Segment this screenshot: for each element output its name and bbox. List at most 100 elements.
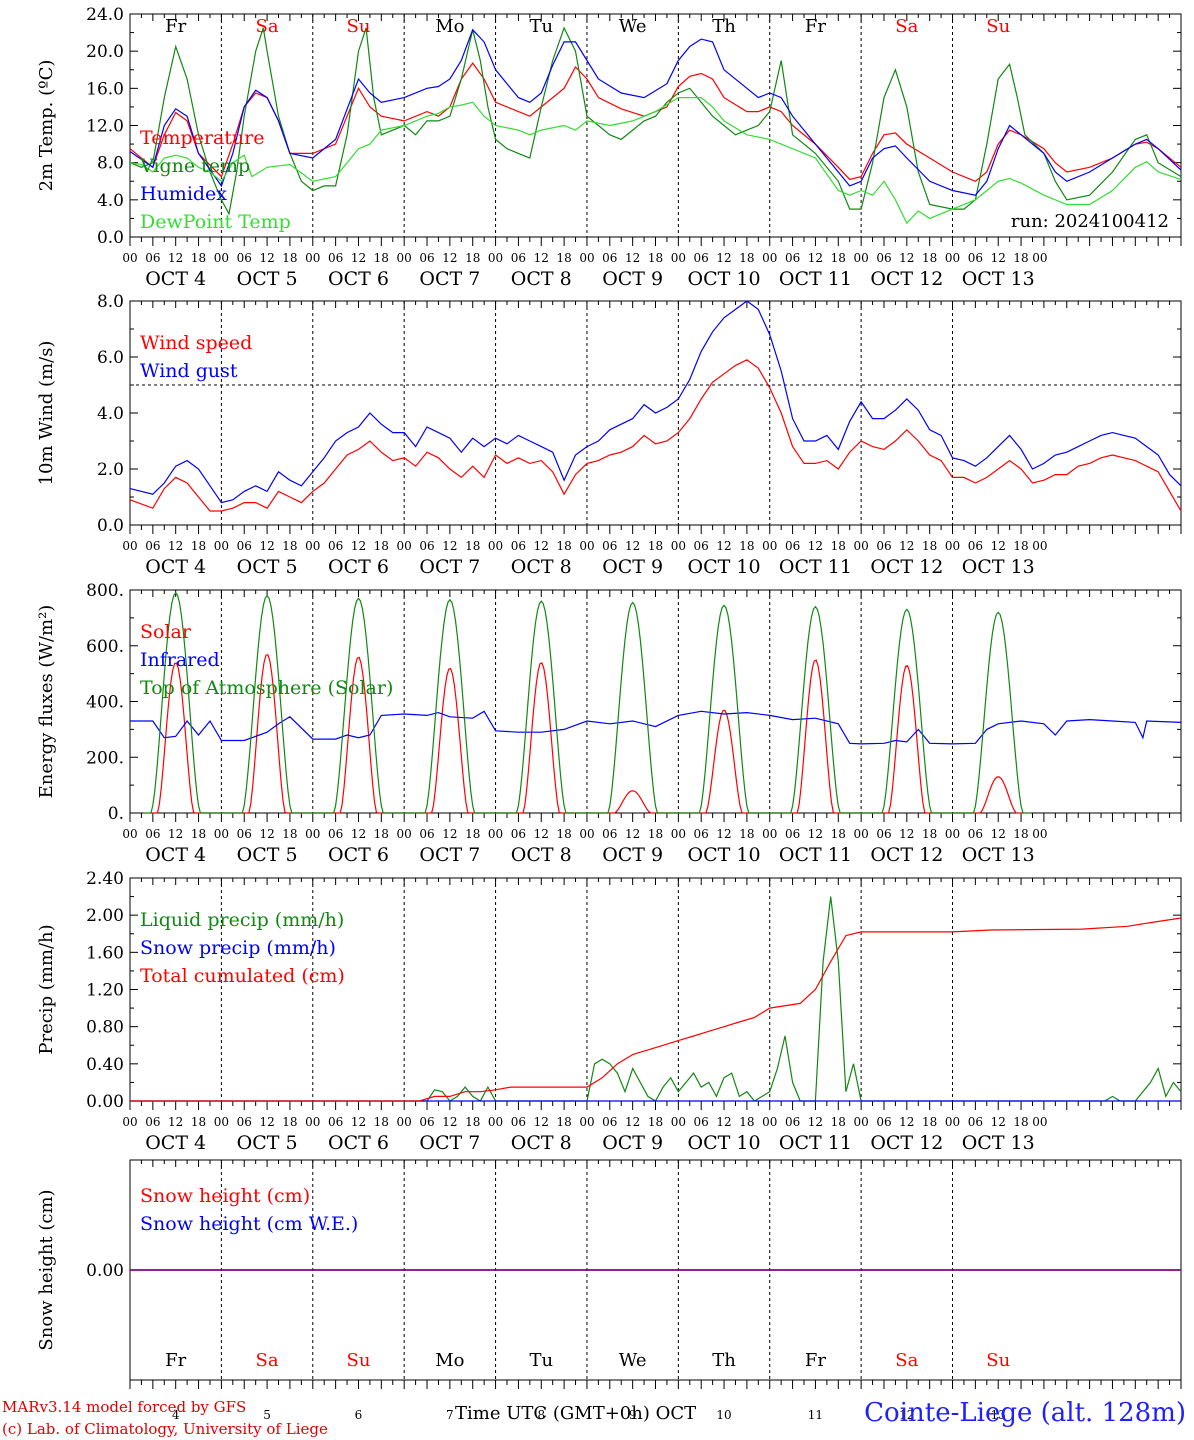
day-name-label: We [619,16,647,37]
y-tick-label: 200. [86,748,124,768]
hour-label: 06 [328,1115,343,1129]
hour-label: 06 [694,1115,709,1129]
legend-entry: Snow height (cm W.E.) [140,1213,358,1235]
hour-label: 00 [488,827,503,841]
date-label: OCT 5 [237,268,298,290]
hour-label: 00 [397,251,412,265]
date-label: OCT 4 [145,1132,206,1154]
hour-label: 12 [259,1115,274,1129]
hour-label: 06 [785,539,800,553]
date-label: OCT 5 [237,1132,298,1154]
hour-label: 06 [237,827,252,841]
series-line-wind-speed [129,359,1182,512]
hour-label: 18 [1013,827,1028,841]
hour-label: 00 [671,251,686,265]
date-label: OCT 9 [602,268,663,290]
hour-label: 12 [808,251,823,265]
legend-entry: Solar [140,621,192,643]
hour-label: 00 [305,539,320,553]
hour-label: 18 [922,251,937,265]
hour-label: 12 [351,539,366,553]
hour-label: 06 [145,251,160,265]
hour-label: 00 [945,827,960,841]
hour-label: 06 [968,539,983,553]
hour-label: 18 [922,1115,937,1129]
date-label: OCT 8 [511,556,572,578]
date-label: OCT 6 [328,844,389,866]
model-credit-text: MARv3.14 model forced by GFS [2,1398,247,1416]
y-tick-label: 0.00 [86,1092,124,1112]
day-name-label: Sa [895,1350,918,1371]
hour-label: 06 [511,1115,526,1129]
hour-label: 18 [739,251,754,265]
hour-label: 12 [899,827,914,841]
hour-label: 00 [945,1115,960,1129]
hour-label: 18 [465,827,480,841]
series-line-infrared [130,710,1182,745]
day-name-label: Fr [165,16,186,37]
hour-label: 06 [785,827,800,841]
hour-label: 00 [762,251,777,265]
hour-label: 18 [556,1115,571,1129]
hour-label: 12 [259,539,274,553]
hour-label: 12 [808,1115,823,1129]
hour-label: 00 [762,1115,777,1129]
date-label: OCT 4 [145,556,206,578]
panel-5 [129,1159,1182,1389]
hour-label: 06 [876,539,891,553]
hour-label: 00 [122,1115,137,1129]
hour-label: 18 [465,251,480,265]
y-axis-label: 2m Temp. (ºC) [36,60,57,192]
hour-label: 06 [602,1115,617,1129]
legend-entry: Snow height (cm) [140,1185,310,1207]
panel-3 [129,589,1182,822]
hour-label: 12 [168,1115,183,1129]
hour-label: 06 [237,251,252,265]
hour-label: 00 [671,1115,686,1129]
legend-entry: Wind speed [140,332,252,354]
hour-label: 12 [168,251,183,265]
y-axis-label: Snow height (cm) [36,1189,57,1350]
day-number-label: 12 [899,1408,914,1422]
hour-label: 12 [259,251,274,265]
hour-label: 18 [648,539,663,553]
hour-label: 12 [625,1115,640,1129]
hour-label: 12 [534,1115,549,1129]
hour-label: 12 [899,251,914,265]
date-label: OCT 11 [779,1132,852,1154]
hour-label: 00 [122,251,137,265]
hour-label: 06 [419,251,434,265]
date-label: OCT 8 [511,844,572,866]
y-tick-label: 0.80 [86,1018,124,1038]
hour-label: 00 [579,251,594,265]
y-tick-label: 0.0 [97,516,124,536]
hour-label: 00 [762,827,777,841]
hour-label: 18 [831,539,846,553]
hour-label: 06 [694,251,709,265]
date-label: OCT 11 [779,556,852,578]
hour-label: 18 [1013,251,1028,265]
hour-label: 18 [465,539,480,553]
hour-label: 18 [739,1115,754,1129]
date-label: OCT 10 [688,556,761,578]
hour-label: 12 [991,1115,1006,1129]
legend-entry: Top of Atmosphere (Solar) [140,677,393,699]
hour-label: 12 [168,539,183,553]
hour-label: 12 [808,539,823,553]
hour-label: 12 [442,827,457,841]
hour-label: 18 [648,1115,663,1129]
date-label: OCT 5 [237,556,298,578]
hour-label: 06 [419,539,434,553]
hour-label: 00 [1032,1115,1047,1129]
hour-label: 00 [579,1115,594,1129]
hour-label: 00 [488,251,503,265]
date-label: OCT 6 [328,268,389,290]
date-label: OCT 7 [419,556,480,578]
hour-label: 00 [214,539,229,553]
legend-entry: DewPoint Temp [140,211,291,233]
day-name-label: Sa [256,16,279,37]
hour-label: 06 [968,1115,983,1129]
day-name-label: Fr [165,1350,186,1371]
series-line-temperature [129,62,1182,182]
